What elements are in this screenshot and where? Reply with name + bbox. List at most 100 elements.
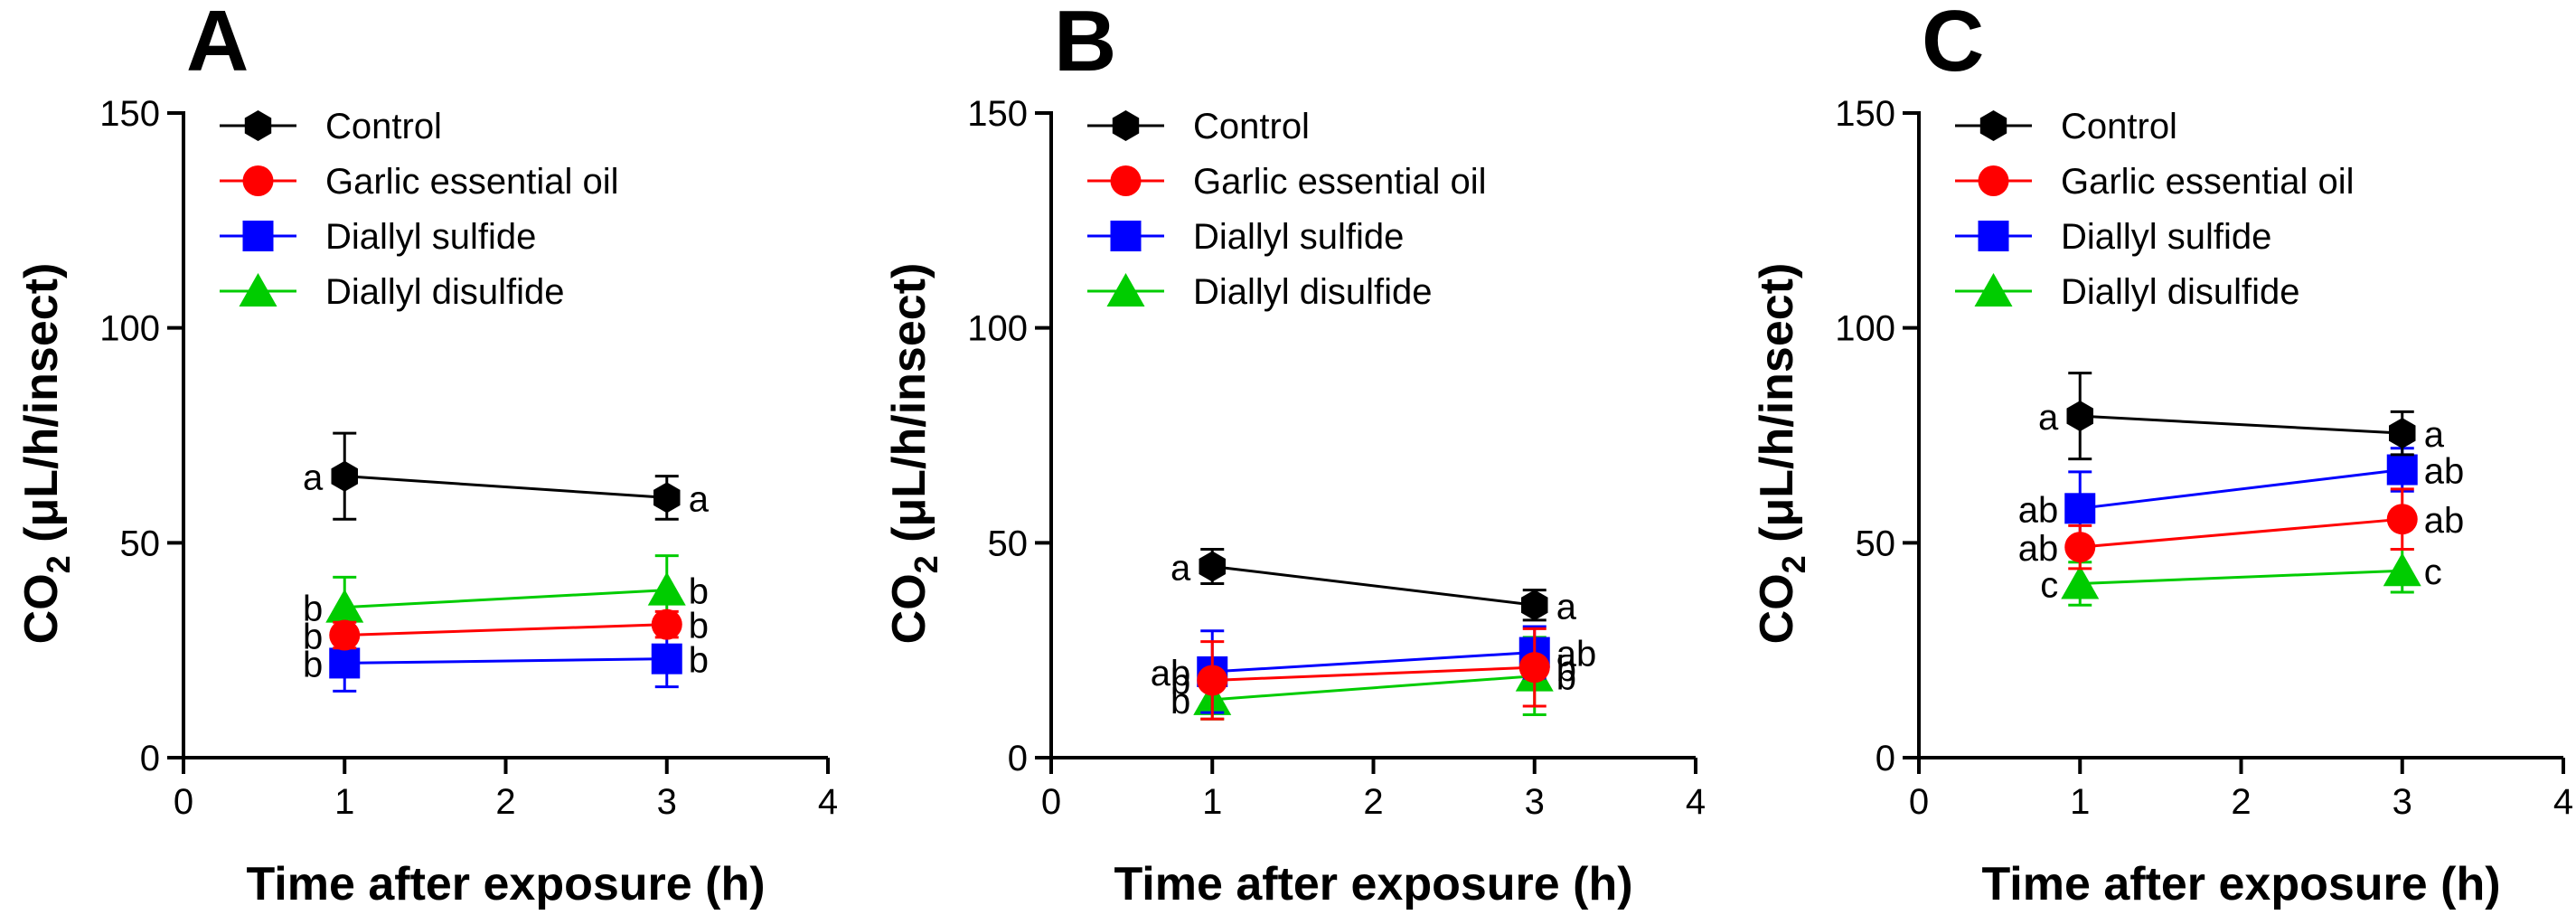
data-point bbox=[331, 460, 358, 492]
x-tick-label: 4 bbox=[1686, 782, 1706, 822]
legend-label: Diallyl disulfide bbox=[325, 272, 565, 312]
significance-label: ab bbox=[2018, 529, 2059, 569]
legend-label: Diallyl disulfide bbox=[1193, 272, 1433, 312]
panel-letter-c: C bbox=[1922, 0, 1984, 90]
legend-marker bbox=[1110, 165, 1142, 196]
x-axis-title: Time after exposure (h) bbox=[1981, 858, 2500, 910]
significance-label: ab bbox=[1556, 635, 1597, 674]
series-line bbox=[2080, 414, 2402, 435]
legend-marker bbox=[1110, 221, 1142, 251]
x-tick-label: 3 bbox=[1525, 782, 1545, 822]
significance-label: ab bbox=[2424, 452, 2465, 492]
legend-marker bbox=[244, 110, 272, 141]
data-point bbox=[2064, 532, 2096, 563]
series-line bbox=[1212, 651, 1535, 674]
data-point bbox=[647, 571, 686, 606]
significance-label: a bbox=[2038, 398, 2059, 438]
significance-label: b bbox=[303, 618, 323, 657]
series-garlic-essential-oil bbox=[2064, 487, 2418, 571]
significance-label: ab bbox=[2018, 490, 2059, 530]
y-tick-label: 50 bbox=[988, 524, 1029, 563]
y-tick-label: 150 bbox=[967, 94, 1028, 134]
x-tick-label: 1 bbox=[2070, 782, 2090, 822]
legend-marker bbox=[1106, 273, 1145, 307]
significance-label: c bbox=[2424, 552, 2442, 592]
significance-label: ab bbox=[1151, 654, 1191, 693]
x-tick-label: 3 bbox=[657, 782, 677, 822]
y-tick-label: 50 bbox=[1856, 524, 1896, 563]
legend-marker bbox=[239, 273, 277, 307]
legend-label: Diallyl sulfide bbox=[325, 217, 536, 257]
legend-label: Garlic essential oil bbox=[2061, 162, 2355, 202]
legend-marker bbox=[1979, 110, 2007, 141]
series-line bbox=[1212, 665, 1535, 682]
legend: Control Garlic essential oil Diallyl sulfi… bbox=[220, 107, 619, 312]
y-tick-label: 100 bbox=[1835, 309, 1895, 349]
y-tick-label: 0 bbox=[1876, 739, 1895, 778]
series-line bbox=[2080, 468, 2402, 510]
series-line bbox=[344, 589, 667, 609]
data-point bbox=[2383, 552, 2421, 587]
x-tick-label: 0 bbox=[174, 782, 193, 822]
x-tick-label: 0 bbox=[1041, 782, 1061, 822]
data-point bbox=[1199, 551, 1226, 582]
data-point bbox=[2389, 418, 2416, 449]
significance-label: b bbox=[689, 641, 709, 681]
data-point bbox=[651, 608, 682, 640]
significance-label: b bbox=[1556, 658, 1576, 698]
data-point bbox=[329, 647, 361, 679]
data-point bbox=[325, 589, 364, 623]
x-tick-label: 3 bbox=[2393, 782, 2412, 822]
series-control bbox=[331, 431, 681, 521]
data-point bbox=[1197, 665, 1228, 696]
y-axis-title-part: CO bbox=[1751, 573, 1803, 644]
series-diallyl-sulfide bbox=[2064, 447, 2418, 547]
y-axis-title-part: (μL/h/insect) bbox=[883, 263, 935, 556]
significance-label: a bbox=[1170, 548, 1191, 588]
significance-label: b bbox=[1170, 662, 1190, 702]
significance-label: a bbox=[689, 479, 710, 519]
x-axis-title: Time after exposure (h) bbox=[246, 858, 765, 910]
series-diallyl-sulfide bbox=[329, 629, 682, 693]
significance-label: a bbox=[1556, 587, 1577, 627]
legend-label: Control bbox=[1193, 107, 1310, 146]
series-control bbox=[1199, 547, 1548, 622]
series-line bbox=[2080, 569, 2402, 585]
y-axis-title-part: CO bbox=[15, 573, 68, 644]
legend-label: Control bbox=[325, 107, 442, 146]
y-axis-title-part: CO bbox=[883, 573, 935, 644]
legend-marker bbox=[1978, 221, 2009, 251]
panel-letter-b: B bbox=[1054, 0, 1116, 90]
y-tick-label: 0 bbox=[1008, 739, 1028, 778]
significance-label: a bbox=[303, 458, 324, 498]
x-axis-title: Time after exposure (h) bbox=[1114, 858, 1632, 910]
y-axis-title: CO2 (μL/h/insect) bbox=[1751, 263, 1812, 645]
data-point bbox=[329, 619, 361, 651]
y-axis-title-part: (μL/h/insect) bbox=[1751, 263, 1803, 556]
legend-marker bbox=[242, 165, 274, 196]
significance-label: ab bbox=[2424, 501, 2465, 541]
legend-marker bbox=[242, 221, 274, 251]
legend: Control Garlic essential oil Diallyl sulfi… bbox=[1087, 107, 1487, 312]
data-point bbox=[2061, 565, 2100, 599]
series-line bbox=[2080, 517, 2402, 549]
legend-label: Garlic essential oil bbox=[325, 162, 619, 202]
data-point bbox=[2066, 401, 2093, 432]
y-tick-label: 50 bbox=[120, 524, 161, 563]
series-line bbox=[344, 475, 667, 499]
legend: Control Garlic essential oil Diallyl sulfi… bbox=[1955, 107, 2355, 312]
data-point bbox=[653, 482, 681, 514]
data-point bbox=[2064, 493, 2096, 524]
significance-label: b bbox=[303, 645, 323, 684]
chart-panel-b: B 0 50 100 150 0 1 2 3 4 Time after exposure (h) CO… bbox=[883, 0, 1706, 910]
significance-label: a bbox=[2424, 415, 2445, 455]
data-point bbox=[2386, 504, 2418, 535]
data-point bbox=[2386, 454, 2418, 486]
legend-marker bbox=[1112, 110, 1140, 141]
y-axis-title-part: (μL/h/insect) bbox=[15, 263, 68, 556]
y-tick-label: 100 bbox=[967, 309, 1028, 349]
significance-label: b bbox=[303, 590, 323, 629]
chart-panel-c: C 0 50 100 150 0 1 2 3 4 Time after exposure (h) CO… bbox=[1751, 0, 2573, 910]
x-tick-label: 2 bbox=[1363, 782, 1383, 822]
